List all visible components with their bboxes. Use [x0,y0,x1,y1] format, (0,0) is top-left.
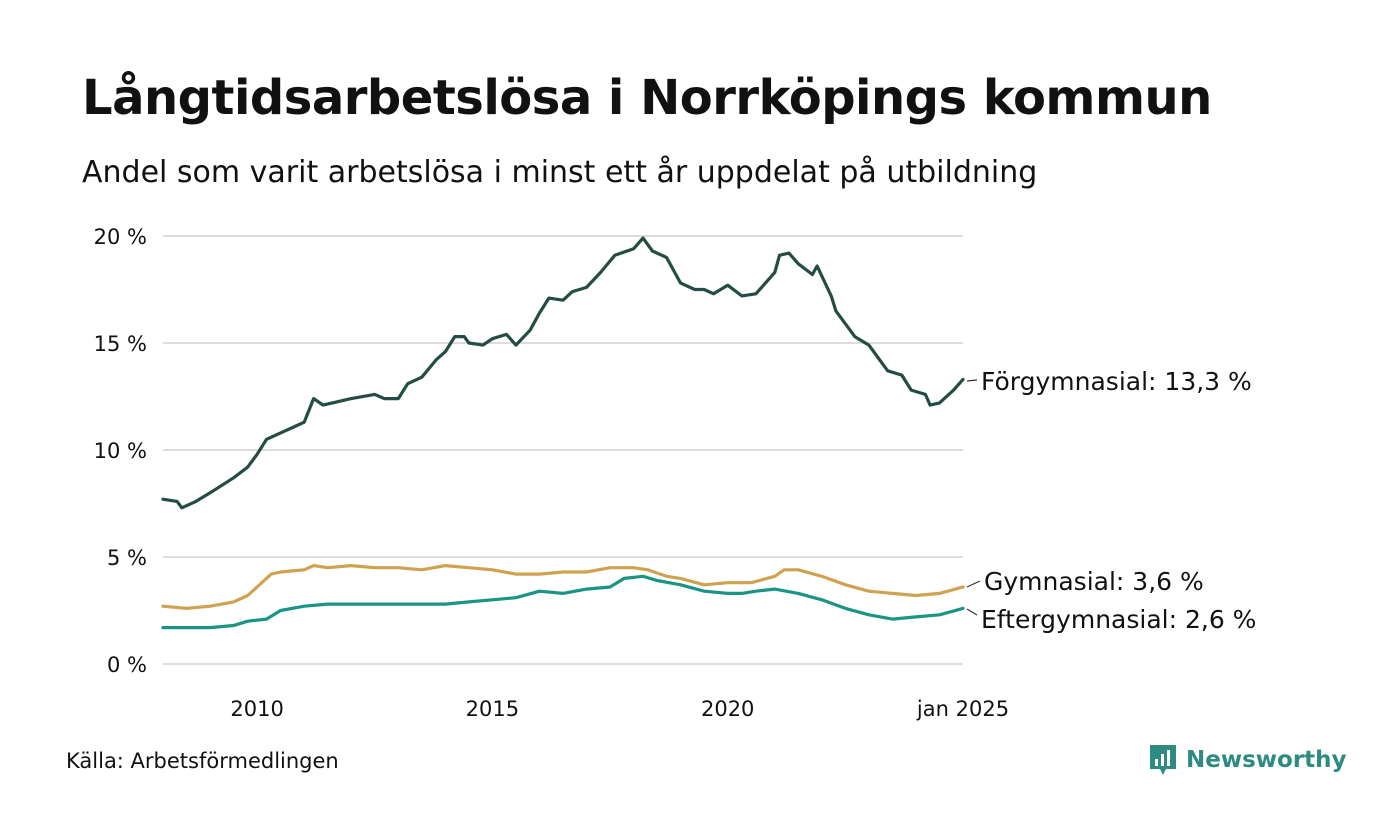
y-tick-label: 15 % [94,332,147,356]
newsworthy-logo-icon [1150,745,1176,775]
label-layer: Förgymnasial: 13,3 % Gymnasial: 3,6 % Efte… [966,367,1256,634]
chart-title: Långtidsarbetslösa i Norrköpings kommun [82,70,1212,126]
x-tick-label: 2020 [701,697,754,721]
line-chart: 0 % 5 % 10 % 15 % 20 % 2010 2015 2020 jan 2025 F… [94,225,1257,721]
series-label-leader [966,580,981,588]
axis-layer: 0 % 5 % 10 % 15 % 20 % 2010 2015 2020 jan 2025 [94,225,1009,721]
source-note: Källa: Arbetsförmedlingen [66,749,339,773]
y-tick-label: 5 % [107,546,147,570]
y-tick-label: 20 % [94,225,147,249]
x-tick-label: 2015 [466,697,519,721]
series-label-förgymnasial: Förgymnasial: 13,3 % [981,367,1252,396]
y-tick-label: 0 % [107,653,147,677]
series-label-leader [966,379,978,382]
brand-name: Newsworthy [1186,747,1347,773]
series-label-gymnasial: Gymnasial: 3,6 % [984,567,1204,596]
x-tick-label: jan 2025 [916,697,1009,721]
series-line-förgymnasial [161,236,965,510]
y-tick-label: 10 % [94,439,147,463]
brand-logo[interactable]: Newsworthy [1148,743,1347,777]
series-label-eftergymnasial: Eftergymnasial: 2,6 % [981,605,1256,634]
series-line-eftergymnasial [161,574,965,630]
series-label-leader [966,608,978,616]
series-line-gymnasial [161,564,965,610]
chart-subtitle: Andel som varit arbetslösa i minst ett å… [82,155,1038,190]
grid-layer [163,235,963,665]
series-layer [161,236,965,630]
x-tick-label: 2010 [230,697,283,721]
